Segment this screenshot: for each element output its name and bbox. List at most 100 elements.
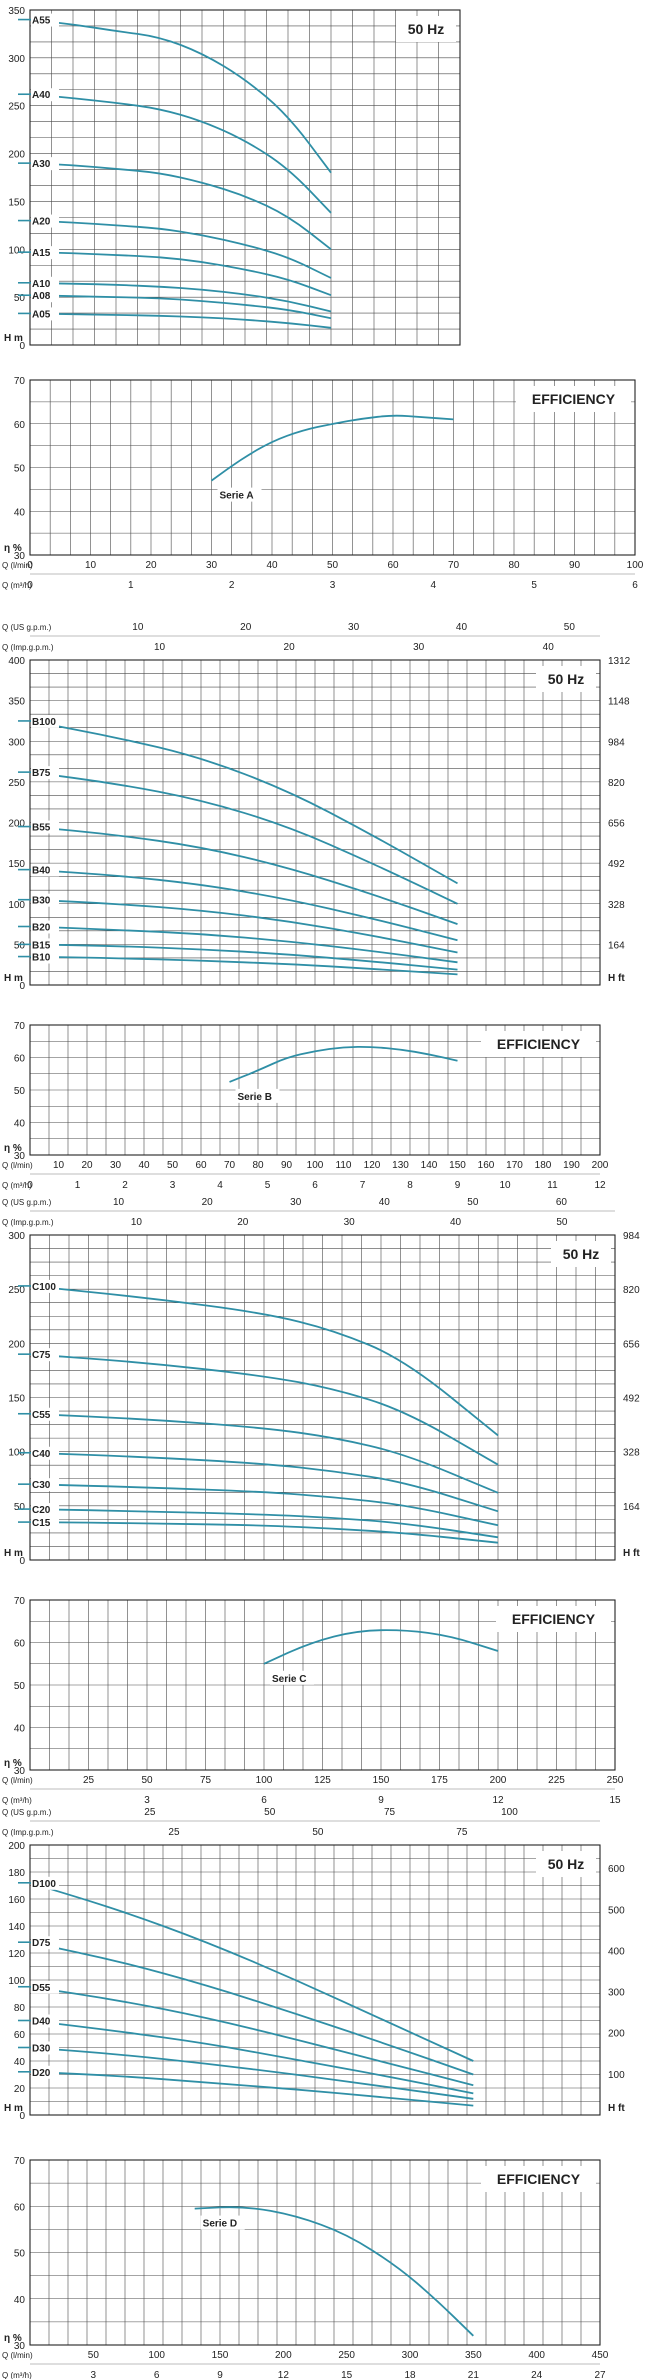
y-tick-label-right: 328 [623, 1448, 640, 1459]
y-tick-label: 200 [8, 1339, 25, 1350]
top-tick-us: 10 [132, 622, 144, 633]
x-tick-lmin: 10 [85, 560, 97, 571]
top-tick-us: 30 [290, 1197, 302, 1208]
series-label: A55 [32, 16, 51, 27]
y-tick-label: 30 [14, 1151, 26, 1162]
plot-frame [29, 1024, 601, 1156]
y-tick-label: 70 [14, 1021, 26, 1032]
curve-c20 [29, 1508, 499, 1539]
x-unit-m3h: Q (m³/h) [2, 581, 32, 590]
y-tick-label: 20 [14, 2084, 26, 2095]
series-label: C15 [32, 1518, 51, 1529]
y-tick-label: 300 [8, 54, 25, 65]
y-tick-label: 200 [8, 150, 25, 161]
badge-box [481, 2166, 596, 2192]
curve-c75 [29, 1353, 499, 1466]
y-tick-label: 50 [14, 293, 26, 304]
x-tick-m3h: 11 [547, 1180, 558, 1191]
y-tick-label: 0 [19, 341, 25, 352]
top-axis-unit-us: Q (US g.p.m.) [2, 623, 52, 632]
y-tick-label: 60 [14, 2030, 26, 2041]
x-tick-m3h: 18 [404, 2370, 416, 2379]
y-tick-label: 250 [8, 1285, 25, 1296]
series-label: C100 [32, 1282, 56, 1293]
badge-box [396, 16, 456, 42]
y-unit-label-right: H ft [608, 973, 625, 984]
series-label-bg [217, 487, 262, 502]
curve-d100 [29, 1881, 474, 2062]
y-tick-label: 200 [8, 1841, 25, 1852]
grid [29, 1599, 616, 1771]
y-tick-label: 300 [8, 1231, 25, 1242]
x-tick-m3h: 6 [154, 2370, 160, 2379]
y-tick-label: 50 [14, 1086, 26, 1097]
plot-frame [29, 9, 461, 346]
x-tick-m3h: 21 [468, 2370, 480, 2379]
series-label-bg [31, 13, 59, 27]
x-tick-lmin: 300 [402, 2350, 419, 2361]
y-tick-label: 150 [8, 1394, 25, 1405]
x-tick-lmin: 10 [53, 1160, 65, 1171]
x-tick-lmin: 100 [307, 1160, 324, 1171]
y-tick-label-right: 500 [608, 1905, 625, 1916]
curve-d40 [29, 2019, 474, 2095]
curve-c55 [29, 1412, 499, 1494]
curve-c40 [29, 1451, 499, 1513]
top-tick-us: 20 [240, 622, 252, 633]
x-tick-lmin: 20 [81, 1160, 93, 1171]
y-tick-label-right: 820 [608, 778, 625, 789]
y-tick-label-right: 656 [623, 1339, 640, 1350]
top-tick-imp: 30 [344, 1217, 356, 1228]
curve-serie-a [210, 414, 454, 482]
x-tick-lmin: 200 [490, 1775, 507, 1786]
y-tick-label-right: 492 [623, 1394, 640, 1405]
y-tick-label: 250 [8, 778, 25, 789]
y-tick-label: 40 [14, 2057, 26, 2068]
y-unit-label: H m [4, 1548, 23, 1559]
y-tick-label: 250 [8, 102, 25, 113]
x-tick-lmin: 200 [592, 1160, 609, 1171]
y-tick-label-right: 492 [608, 859, 625, 870]
badge-box [536, 1851, 596, 1877]
y-tick-label: 100 [8, 245, 25, 256]
x-tick-m3h: 15 [341, 2370, 353, 2379]
badge-box [481, 1031, 596, 1057]
top-tick-us: 40 [379, 1197, 391, 1208]
curve-serie-d [194, 2206, 474, 2337]
x-tick-lmin: 170 [506, 1160, 523, 1171]
top-tick-imp: 50 [312, 1827, 324, 1838]
y-tick-label: 350 [8, 697, 25, 708]
x-tick-lmin: 450 [592, 2350, 609, 2361]
y-unit-label: H m [4, 2103, 23, 2114]
x-tick-m3h: 2 [229, 580, 235, 591]
y-tick-label: 400 [8, 656, 25, 667]
x-tick-lmin: 225 [548, 1775, 565, 1786]
x-tick-lmin: 150 [373, 1775, 390, 1786]
series-label-bg [31, 157, 59, 171]
x-unit-lmin: Q (l/min) [2, 2351, 33, 2360]
series-label-bg [31, 893, 59, 907]
badge-label: 50 Hz [548, 1856, 585, 1872]
x-tick-m3h: 9 [378, 1795, 384, 1806]
x-tick-m3h: 6 [261, 1795, 267, 1806]
series-label-bg [31, 1446, 59, 1460]
x-tick-lmin: 400 [528, 2350, 545, 2361]
y-tick-label: 40 [14, 1119, 26, 1130]
x-tick-m3h: 2 [122, 1180, 128, 1191]
y-unit-label-right: H ft [623, 1548, 640, 1559]
x-unit-lmin: Q (l/min) [2, 1776, 33, 1785]
curve-d30 [29, 2046, 474, 2100]
x-tick-m3h: 4 [217, 1180, 223, 1191]
y-tick-label-right: 200 [608, 2029, 625, 2040]
series-label: B20 [32, 923, 51, 934]
x-tick-m3h: 24 [531, 2370, 543, 2379]
y-tick-label-right: 1312 [608, 656, 631, 667]
plot-frame [29, 379, 636, 556]
x-unit-m3h: Q (m³/h) [2, 1181, 32, 1190]
x-tick-lmin: 100 [148, 2350, 165, 2361]
badge-label: EFFICIENCY [497, 1036, 581, 1052]
x-tick-lmin: 175 [431, 1775, 448, 1786]
series-label: D75 [32, 1938, 51, 1949]
badge-box [536, 666, 596, 692]
top-tick-imp: 25 [168, 1827, 180, 1838]
